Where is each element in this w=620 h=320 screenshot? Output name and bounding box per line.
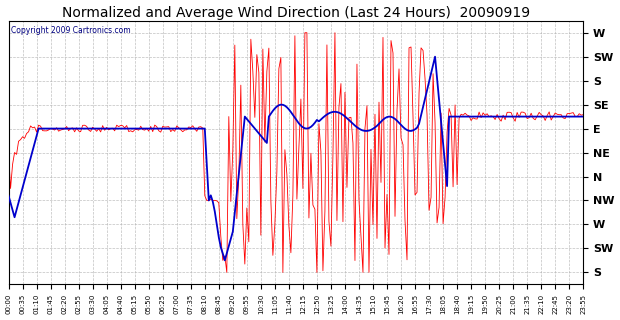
Title: Normalized and Average Wind Direction (Last 24 Hours)  20090919: Normalized and Average Wind Direction (L… bbox=[62, 5, 530, 20]
Text: Copyright 2009 Cartronics.com: Copyright 2009 Cartronics.com bbox=[11, 26, 131, 35]
